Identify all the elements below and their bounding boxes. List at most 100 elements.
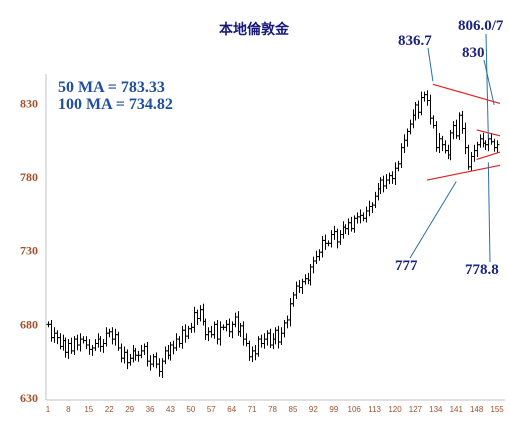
price-bar <box>192 306 197 333</box>
x-tick-label: 99 <box>329 405 338 414</box>
price-bar <box>276 325 281 349</box>
price-bar <box>203 318 208 340</box>
price-bar <box>107 328 112 338</box>
price-bar <box>174 333 179 351</box>
price-bar <box>253 344 258 361</box>
price-bar <box>384 174 389 189</box>
price-bar <box>241 321 246 346</box>
price-bar <box>145 342 150 367</box>
x-tick-label: 85 <box>289 405 298 414</box>
x-tick-label: 1 <box>46 405 51 414</box>
x-tick-label: 148 <box>470 405 484 414</box>
x-tick-label: 113 <box>368 405 381 414</box>
price-bar <box>247 340 252 361</box>
x-tick-label: 127 <box>409 405 423 414</box>
trendlines <box>426 83 501 181</box>
price-bar <box>139 344 144 359</box>
x-ticks: 1 8 15 22 29 36 43 50 57 64 71 78 85 92 99 106 113 120 127… <box>46 405 505 414</box>
price-bar <box>259 334 264 348</box>
price-bar <box>63 337 68 358</box>
x-tick-label: 141 <box>450 405 464 414</box>
price-bar <box>451 121 456 140</box>
trendline-inner-lower <box>476 151 501 160</box>
price-bar <box>294 281 299 300</box>
price-bar <box>250 346 255 363</box>
price-bar <box>387 172 392 185</box>
annotation-lines <box>409 33 495 263</box>
x-tick-label: 92 <box>309 405 318 414</box>
price-bar <box>358 209 363 224</box>
price-bar <box>198 305 203 322</box>
price-bar <box>448 129 453 161</box>
x-tick-label: 57 <box>207 405 216 414</box>
price-bar <box>370 202 375 214</box>
annotation-836-7: 836.7 <box>398 33 432 49</box>
price-bar <box>151 353 156 368</box>
price-bar <box>87 339 92 355</box>
price-bar <box>163 346 168 365</box>
y-tick-label: 730 <box>20 244 38 258</box>
price-bar <box>78 333 83 352</box>
price-bar <box>98 336 103 352</box>
price-bar <box>332 225 337 240</box>
price-bar <box>131 344 136 363</box>
price-bar <box>154 352 159 369</box>
annotation-777: 777 <box>395 258 418 274</box>
x-tick-label: 155 <box>490 405 504 414</box>
price-bar <box>104 327 109 347</box>
x-tick-label: 78 <box>268 405 277 414</box>
price-bar <box>58 333 63 350</box>
price-bar <box>52 327 57 343</box>
price-bar <box>119 343 124 363</box>
y-tick-label: 680 <box>20 317 38 331</box>
x-tick-label: 134 <box>429 405 443 414</box>
price-bar <box>101 339 106 353</box>
x-tick-label: 22 <box>105 405 114 414</box>
ma-100-label: 100 MA = 734.82 <box>58 96 173 113</box>
price-bar <box>288 297 293 327</box>
annotation-leader-806-0-7 <box>485 33 489 139</box>
price-bar <box>66 339 71 359</box>
price-bar <box>96 333 101 348</box>
price-bar <box>466 144 471 170</box>
price-bar <box>323 234 328 250</box>
y-tick-label: 780 <box>20 170 38 184</box>
x-tick-label: 8 <box>66 405 71 414</box>
price-bar <box>285 315 290 329</box>
annotation-leader-836-7 <box>427 47 434 82</box>
ma-50-label: 50 MA = 783.33 <box>58 79 165 96</box>
price-bar <box>113 328 118 346</box>
price-bar <box>81 336 86 344</box>
price-bar <box>186 325 191 340</box>
price-bar <box>291 291 296 307</box>
price-bar <box>443 140 448 154</box>
price-bar <box>478 134 483 148</box>
price-bar <box>393 162 398 186</box>
y-tick-label: 830 <box>20 96 38 110</box>
price-bar <box>90 344 95 356</box>
x-tick-label: 15 <box>84 405 93 414</box>
price-bar <box>148 355 153 371</box>
x-tick-label: 29 <box>125 405 134 414</box>
price-bar <box>460 110 465 134</box>
price-bar <box>364 206 369 223</box>
x-tick-label: 64 <box>227 405 236 414</box>
price-bar <box>396 160 401 172</box>
price-bar <box>469 152 474 171</box>
price-bar <box>411 109 416 129</box>
price-bar <box>142 343 147 355</box>
price-bar <box>136 350 141 362</box>
price-bar <box>402 134 407 153</box>
price-bar <box>320 236 325 258</box>
x-tick-label: 120 <box>388 405 402 414</box>
price-bar <box>346 218 351 236</box>
price-bar <box>314 250 319 264</box>
price-bar <box>180 325 185 349</box>
trendline-outer-upper <box>432 83 501 105</box>
annotation-leader-777 <box>409 181 457 259</box>
annotation-830: 830 <box>462 45 485 61</box>
price-bar <box>492 138 497 152</box>
price-bar <box>75 334 80 351</box>
price-bar <box>335 228 340 249</box>
price-bar <box>84 336 89 350</box>
